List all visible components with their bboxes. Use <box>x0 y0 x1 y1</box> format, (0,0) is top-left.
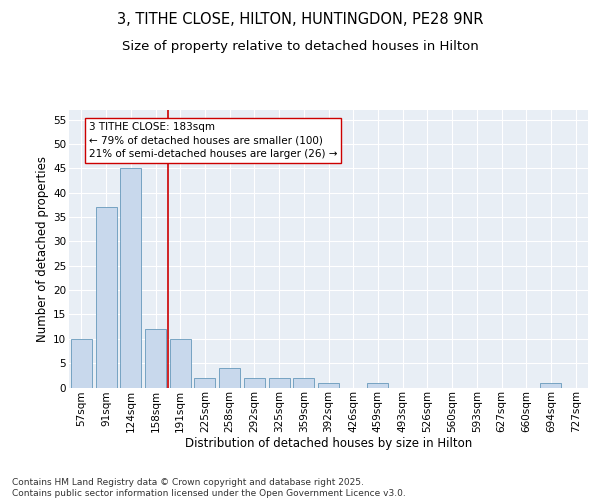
Bar <box>367 382 388 388</box>
Bar <box>318 382 339 388</box>
Bar <box>71 339 92 388</box>
Bar <box>145 329 166 388</box>
Text: Size of property relative to detached houses in Hilton: Size of property relative to detached ho… <box>122 40 478 53</box>
Bar <box>269 378 290 388</box>
Bar <box>541 382 562 388</box>
Bar <box>95 208 116 388</box>
Text: 3 TITHE CLOSE: 183sqm
← 79% of detached houses are smaller (100)
21% of semi-det: 3 TITHE CLOSE: 183sqm ← 79% of detached … <box>89 122 337 158</box>
X-axis label: Distribution of detached houses by size in Hilton: Distribution of detached houses by size … <box>185 436 472 450</box>
Y-axis label: Number of detached properties: Number of detached properties <box>36 156 49 342</box>
Bar <box>244 378 265 388</box>
Bar <box>120 168 141 388</box>
Bar <box>170 339 191 388</box>
Bar <box>293 378 314 388</box>
Text: Contains HM Land Registry data © Crown copyright and database right 2025.
Contai: Contains HM Land Registry data © Crown c… <box>12 478 406 498</box>
Bar <box>219 368 240 388</box>
Text: 3, TITHE CLOSE, HILTON, HUNTINGDON, PE28 9NR: 3, TITHE CLOSE, HILTON, HUNTINGDON, PE28… <box>117 12 483 28</box>
Bar <box>194 378 215 388</box>
